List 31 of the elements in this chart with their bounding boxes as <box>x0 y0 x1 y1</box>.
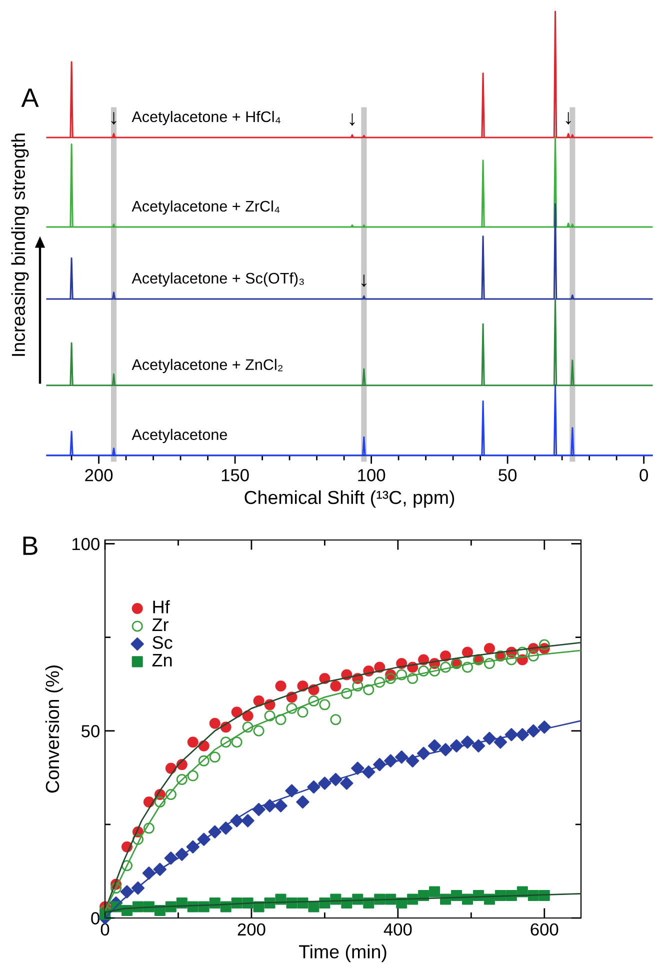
x-tick-label: 200 <box>238 923 266 936</box>
annotation: ↓ <box>350 113 355 126</box>
y-tick-label: 100 <box>72 538 100 550</box>
x-tick-label: 600 <box>530 923 558 936</box>
annotation: ↓ <box>566 112 571 124</box>
y-tick-label: 0 <box>91 912 100 924</box>
series-label: Acetylacetone + ZnCl₂ <box>132 358 283 374</box>
x-tick-label: 0 <box>100 923 110 936</box>
series-label: Acetylacetone <box>132 428 227 444</box>
x-axis-title: Time (min) <box>298 944 386 962</box>
text: Increasing binding strength <box>11 134 29 356</box>
x-tick-label: 50 <box>498 469 517 482</box>
series-label: Acetylacetone + ZrCl₄ <box>132 200 280 215</box>
x-tick-label: 100 <box>358 469 386 482</box>
chart-title: B <box>23 536 38 555</box>
series-label: Acetylacetone + HfCl₄ <box>132 110 280 126</box>
x-tick-label: 150 <box>222 469 249 482</box>
y-axis-title: Conversion (%) <box>45 666 63 793</box>
x-axis-title: Chemical Shift (¹³C, ppm) <box>244 490 454 508</box>
x-tick-label: 400 <box>384 923 412 936</box>
y-tick-label: 50 <box>82 725 100 738</box>
legend-label: Sc <box>152 636 172 649</box>
text: A <box>21 88 39 107</box>
x-tick-label: 0 <box>640 469 648 482</box>
legend-label: Hf <box>153 600 170 614</box>
legend-label: Zn <box>152 654 172 666</box>
annotation: ↓ <box>362 274 366 287</box>
legend-label: Zr <box>152 618 169 631</box>
x-tick-label: 200 <box>85 469 113 482</box>
series-label: Acetylacetone + Sc(OTf)₃ <box>132 272 304 287</box>
annotation: ↓ <box>111 112 116 124</box>
